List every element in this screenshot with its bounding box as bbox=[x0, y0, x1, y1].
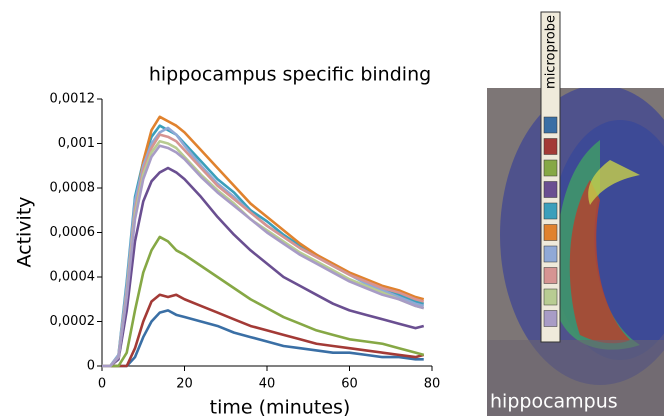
y-tick-label: 0,0006 bbox=[50, 225, 96, 240]
x-tick-label: 0 bbox=[98, 377, 106, 392]
legend-swatch bbox=[543, 181, 558, 198]
y-tick-label: 0,0002 bbox=[50, 314, 96, 329]
legend-swatch bbox=[543, 138, 558, 155]
series-line bbox=[102, 166, 425, 368]
legend-title: microprobe bbox=[544, 15, 559, 89]
x-axis-label: time (minutes) bbox=[210, 397, 351, 416]
series-line bbox=[102, 144, 425, 368]
legend-swatch bbox=[543, 310, 558, 327]
legend-swatch bbox=[543, 245, 558, 263]
legend-swatch bbox=[543, 224, 558, 241]
legend-swatch bbox=[543, 116, 558, 134]
y-tick-label: 0,001 bbox=[58, 136, 95, 151]
y-tick-label: 0,0004 bbox=[50, 270, 96, 285]
brain-image bbox=[487, 88, 664, 416]
legend-swatch bbox=[543, 267, 558, 284]
image-caption: hippocampus bbox=[490, 391, 618, 413]
y-tick-label: 0,0008 bbox=[50, 181, 96, 196]
x-tick-label: 20 bbox=[176, 377, 193, 392]
y-tick-label: 0 bbox=[87, 359, 95, 374]
legend-swatch bbox=[543, 288, 558, 306]
legend-swatch bbox=[543, 202, 558, 220]
series-line bbox=[102, 235, 425, 368]
x-tick-label: 80 bbox=[424, 377, 441, 392]
series-line bbox=[102, 293, 425, 368]
series-line bbox=[102, 309, 424, 368]
y-tick-label: 0,0012 bbox=[50, 92, 96, 107]
legend-swatch bbox=[543, 159, 558, 177]
x-tick-label: 60 bbox=[341, 377, 358, 392]
x-tick-label: 40 bbox=[259, 377, 276, 392]
chart-title: hippocampus specific binding bbox=[149, 64, 431, 86]
y-axis-label: Activity bbox=[14, 196, 36, 267]
series-line bbox=[102, 126, 425, 368]
